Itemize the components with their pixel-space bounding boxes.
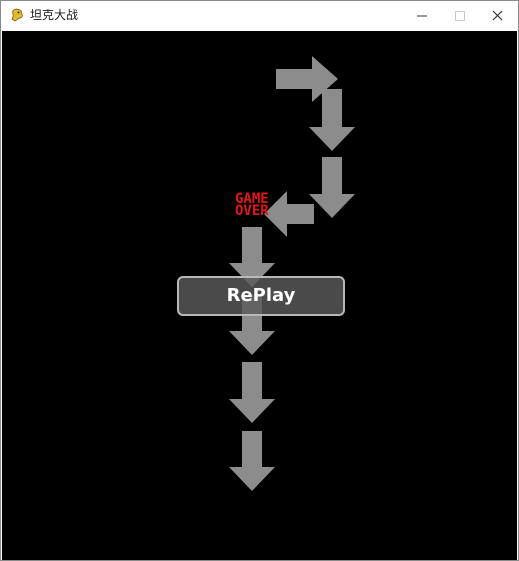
snake-arrow-left (264, 191, 314, 237)
title-bar[interactable]: 坦克大战 (1, 1, 518, 30)
snake-arrow-down (229, 431, 275, 491)
snake-arrow-down (229, 227, 275, 287)
snake-arrow-down (309, 89, 355, 151)
game-canvas[interactable]: GAME OVER RePlay (2, 31, 517, 560)
game-over-text: GAME OVER (235, 191, 269, 219)
game-scene (229, 56, 355, 491)
maximize-icon (455, 11, 465, 21)
minimize-icon (417, 15, 427, 17)
maximize-button[interactable] (441, 1, 479, 30)
game-over-line-1: GAME (235, 191, 269, 207)
snake-arrow-down (229, 362, 275, 423)
replay-button[interactable]: RePlay (177, 276, 345, 316)
snake-arrow-down (309, 157, 355, 218)
minimize-button[interactable] (403, 1, 441, 30)
close-icon (492, 10, 503, 21)
close-button[interactable] (479, 1, 517, 30)
pygame-snake-icon (11, 8, 23, 22)
game-over-line-2: OVER (235, 203, 269, 219)
snake-arrow-down (229, 295, 275, 355)
window-title: 坦克大战 (30, 8, 79, 22)
